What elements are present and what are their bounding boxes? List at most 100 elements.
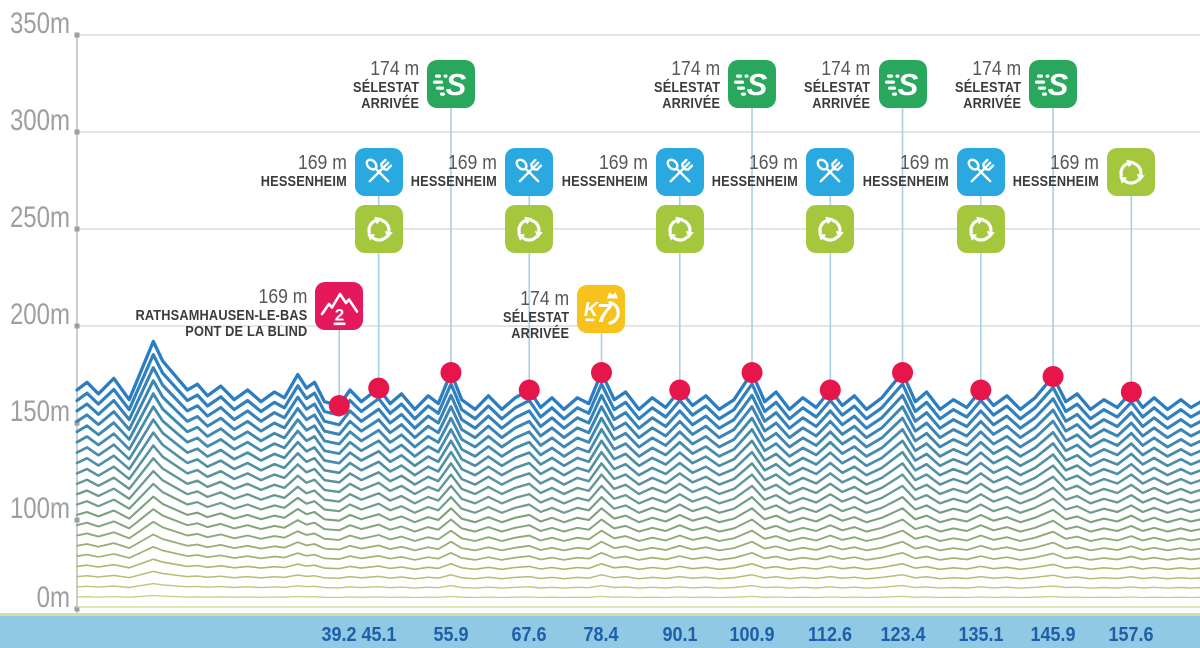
waypoint-name: PONT DE LA BLIND	[185, 324, 308, 340]
waypoint-elevation: 174 m	[520, 288, 570, 310]
distance-label: 100.9	[729, 624, 775, 646]
svg-text:K: K	[584, 299, 600, 321]
distance-label: 157.6	[1108, 624, 1154, 646]
ridgeline	[75, 457, 1200, 496]
waypoint-dot	[590, 362, 612, 384]
finish-s-icon: S	[426, 60, 475, 108]
waypoint-dot	[741, 362, 763, 384]
distance-label: 145.9	[1030, 624, 1076, 646]
waypoint-dot	[440, 362, 462, 384]
y-axis-tick	[74, 517, 80, 523]
y-axis-tick	[74, 420, 80, 426]
waypoint-label: 174 m SÉLESTAT ARRIVÉE	[654, 58, 720, 112]
distance-label: 135.1	[958, 624, 1004, 646]
y-axis-label: 150m	[9, 395, 70, 428]
waypoint-name: ARRIVÉE	[963, 96, 1022, 112]
y-axis-label: 100m	[9, 492, 70, 525]
recycle-icon	[505, 205, 554, 253]
svg-text:S: S	[446, 67, 467, 102]
svg-text:S: S	[747, 67, 768, 102]
y-axis-label: 350m	[9, 7, 70, 40]
k70-icon: K 7	[577, 285, 626, 333]
waypoint-elevation: 169 m	[258, 286, 308, 308]
svg-text:S: S	[897, 67, 918, 102]
waypoint-label: 174 m SÉLESTAT ARRIVÉE	[353, 58, 419, 112]
waypoint-dot	[368, 377, 390, 399]
ridgeline	[76, 582, 1200, 589]
waypoint-elevation: 169 m	[1050, 152, 1100, 174]
waypoint-name: SÉLESTAT	[503, 310, 570, 326]
ridgeline	[76, 533, 1200, 552]
recycle-icon	[806, 205, 855, 253]
distance-label: 78.4	[583, 624, 620, 646]
recycle-icon	[956, 205, 1005, 253]
distance-label: 55.9	[433, 624, 469, 646]
distance-axis-bar: 39.2 45.1 55.9 67.6 78.4 90.1 100.9 112.6 123.4 1…	[0, 613, 1200, 648]
distance-label: 67.6	[511, 624, 547, 646]
svg-text:7: 7	[597, 298, 613, 328]
food-icon	[806, 148, 855, 196]
distance-label: 39.2	[321, 624, 357, 646]
ridgeline	[75, 495, 1200, 524]
waypoint-elevation: 169 m	[899, 152, 949, 174]
waypoint-name: RATHSAMHAUSEN-LE-BAS	[135, 308, 308, 324]
y-axis-tick	[74, 129, 80, 135]
recycle-icon	[655, 205, 704, 253]
waypoint-dot	[892, 362, 914, 384]
svg-text:2: 2	[335, 306, 344, 325]
y-axis-label: 0m	[36, 581, 70, 614]
ridgeline	[75, 339, 1200, 412]
waypoint-label: 169 m HESSENHEIM	[562, 152, 648, 190]
ridgeline	[75, 431, 1200, 477]
waypoint-dot	[669, 379, 691, 401]
ridgeline	[75, 379, 1200, 440]
y-axis-label: 300m	[9, 104, 70, 137]
waypoint-elevation: 174 m	[370, 58, 419, 80]
waypoint-label: 169 m HESSENHEIM	[712, 152, 798, 190]
waypoint-name: SÉLESTAT	[954, 80, 1022, 96]
y-axis-tick	[74, 226, 80, 232]
finish-s-icon: S	[878, 60, 927, 108]
y-axis-tick	[74, 606, 80, 612]
waypoint-label: 174 m SÉLESTAT ARRIVÉE	[804, 58, 870, 112]
waypoint-label: 169 m HESSENHEIM	[863, 152, 949, 190]
waypoint-name: ARRIVÉE	[662, 96, 721, 112]
waypoint-name: ARRIVÉE	[812, 96, 871, 112]
waypoint-label: 169 m HESSENHEIM	[261, 152, 347, 190]
distance-label: 112.6	[808, 624, 853, 646]
waypoint-elevation: 169 m	[448, 152, 498, 174]
waypoint-name: HESSENHEIM	[561, 174, 648, 190]
waypoint-dot	[1042, 365, 1064, 387]
recycle-icon	[1107, 148, 1156, 196]
ridgeline	[75, 469, 1200, 505]
waypoint-label: 169 m RATHSAMHAUSEN-LE-BAS PONT DE LA BLIN…	[135, 286, 307, 340]
ridgeline	[75, 392, 1200, 449]
ridgeline	[75, 444, 1200, 486]
waypoint-elevation: 174 m	[671, 58, 721, 80]
waypoint-dot	[518, 379, 540, 401]
y-axis-tick	[74, 32, 80, 38]
ridgeline	[75, 405, 1200, 458]
waypoint-elevation: 174 m	[972, 58, 1022, 80]
y-axis-label: 200m	[9, 298, 70, 331]
distance-label: 123.4	[880, 624, 926, 646]
ridgeline	[76, 570, 1200, 580]
waypoint-label: 174 m SÉLESTAT ARRIVÉE	[503, 288, 569, 342]
waypoint-label: 169 m HESSENHEIM	[1013, 152, 1099, 190]
food-icon	[354, 148, 403, 196]
food-icon	[655, 148, 704, 196]
waypoint-dot	[328, 395, 350, 417]
finish-s-icon: S	[728, 60, 777, 108]
waypoint-elevation: 169 m	[598, 152, 648, 174]
waypoint-label: 174 m SÉLESTAT ARRIVÉE	[955, 58, 1021, 112]
waypoint-name: SÉLESTAT	[653, 80, 721, 96]
waypoint-dot	[819, 379, 841, 401]
ridgeline	[76, 508, 1200, 533]
waypoint-name: HESSENHEIM	[260, 174, 347, 190]
svg-text:S: S	[1048, 67, 1069, 102]
waypoint-name: SÉLESTAT	[352, 80, 419, 96]
ridgeline	[76, 520, 1200, 542]
distance-label: 45.1	[361, 624, 397, 646]
waypoint-name: HESSENHEIM	[411, 174, 498, 190]
